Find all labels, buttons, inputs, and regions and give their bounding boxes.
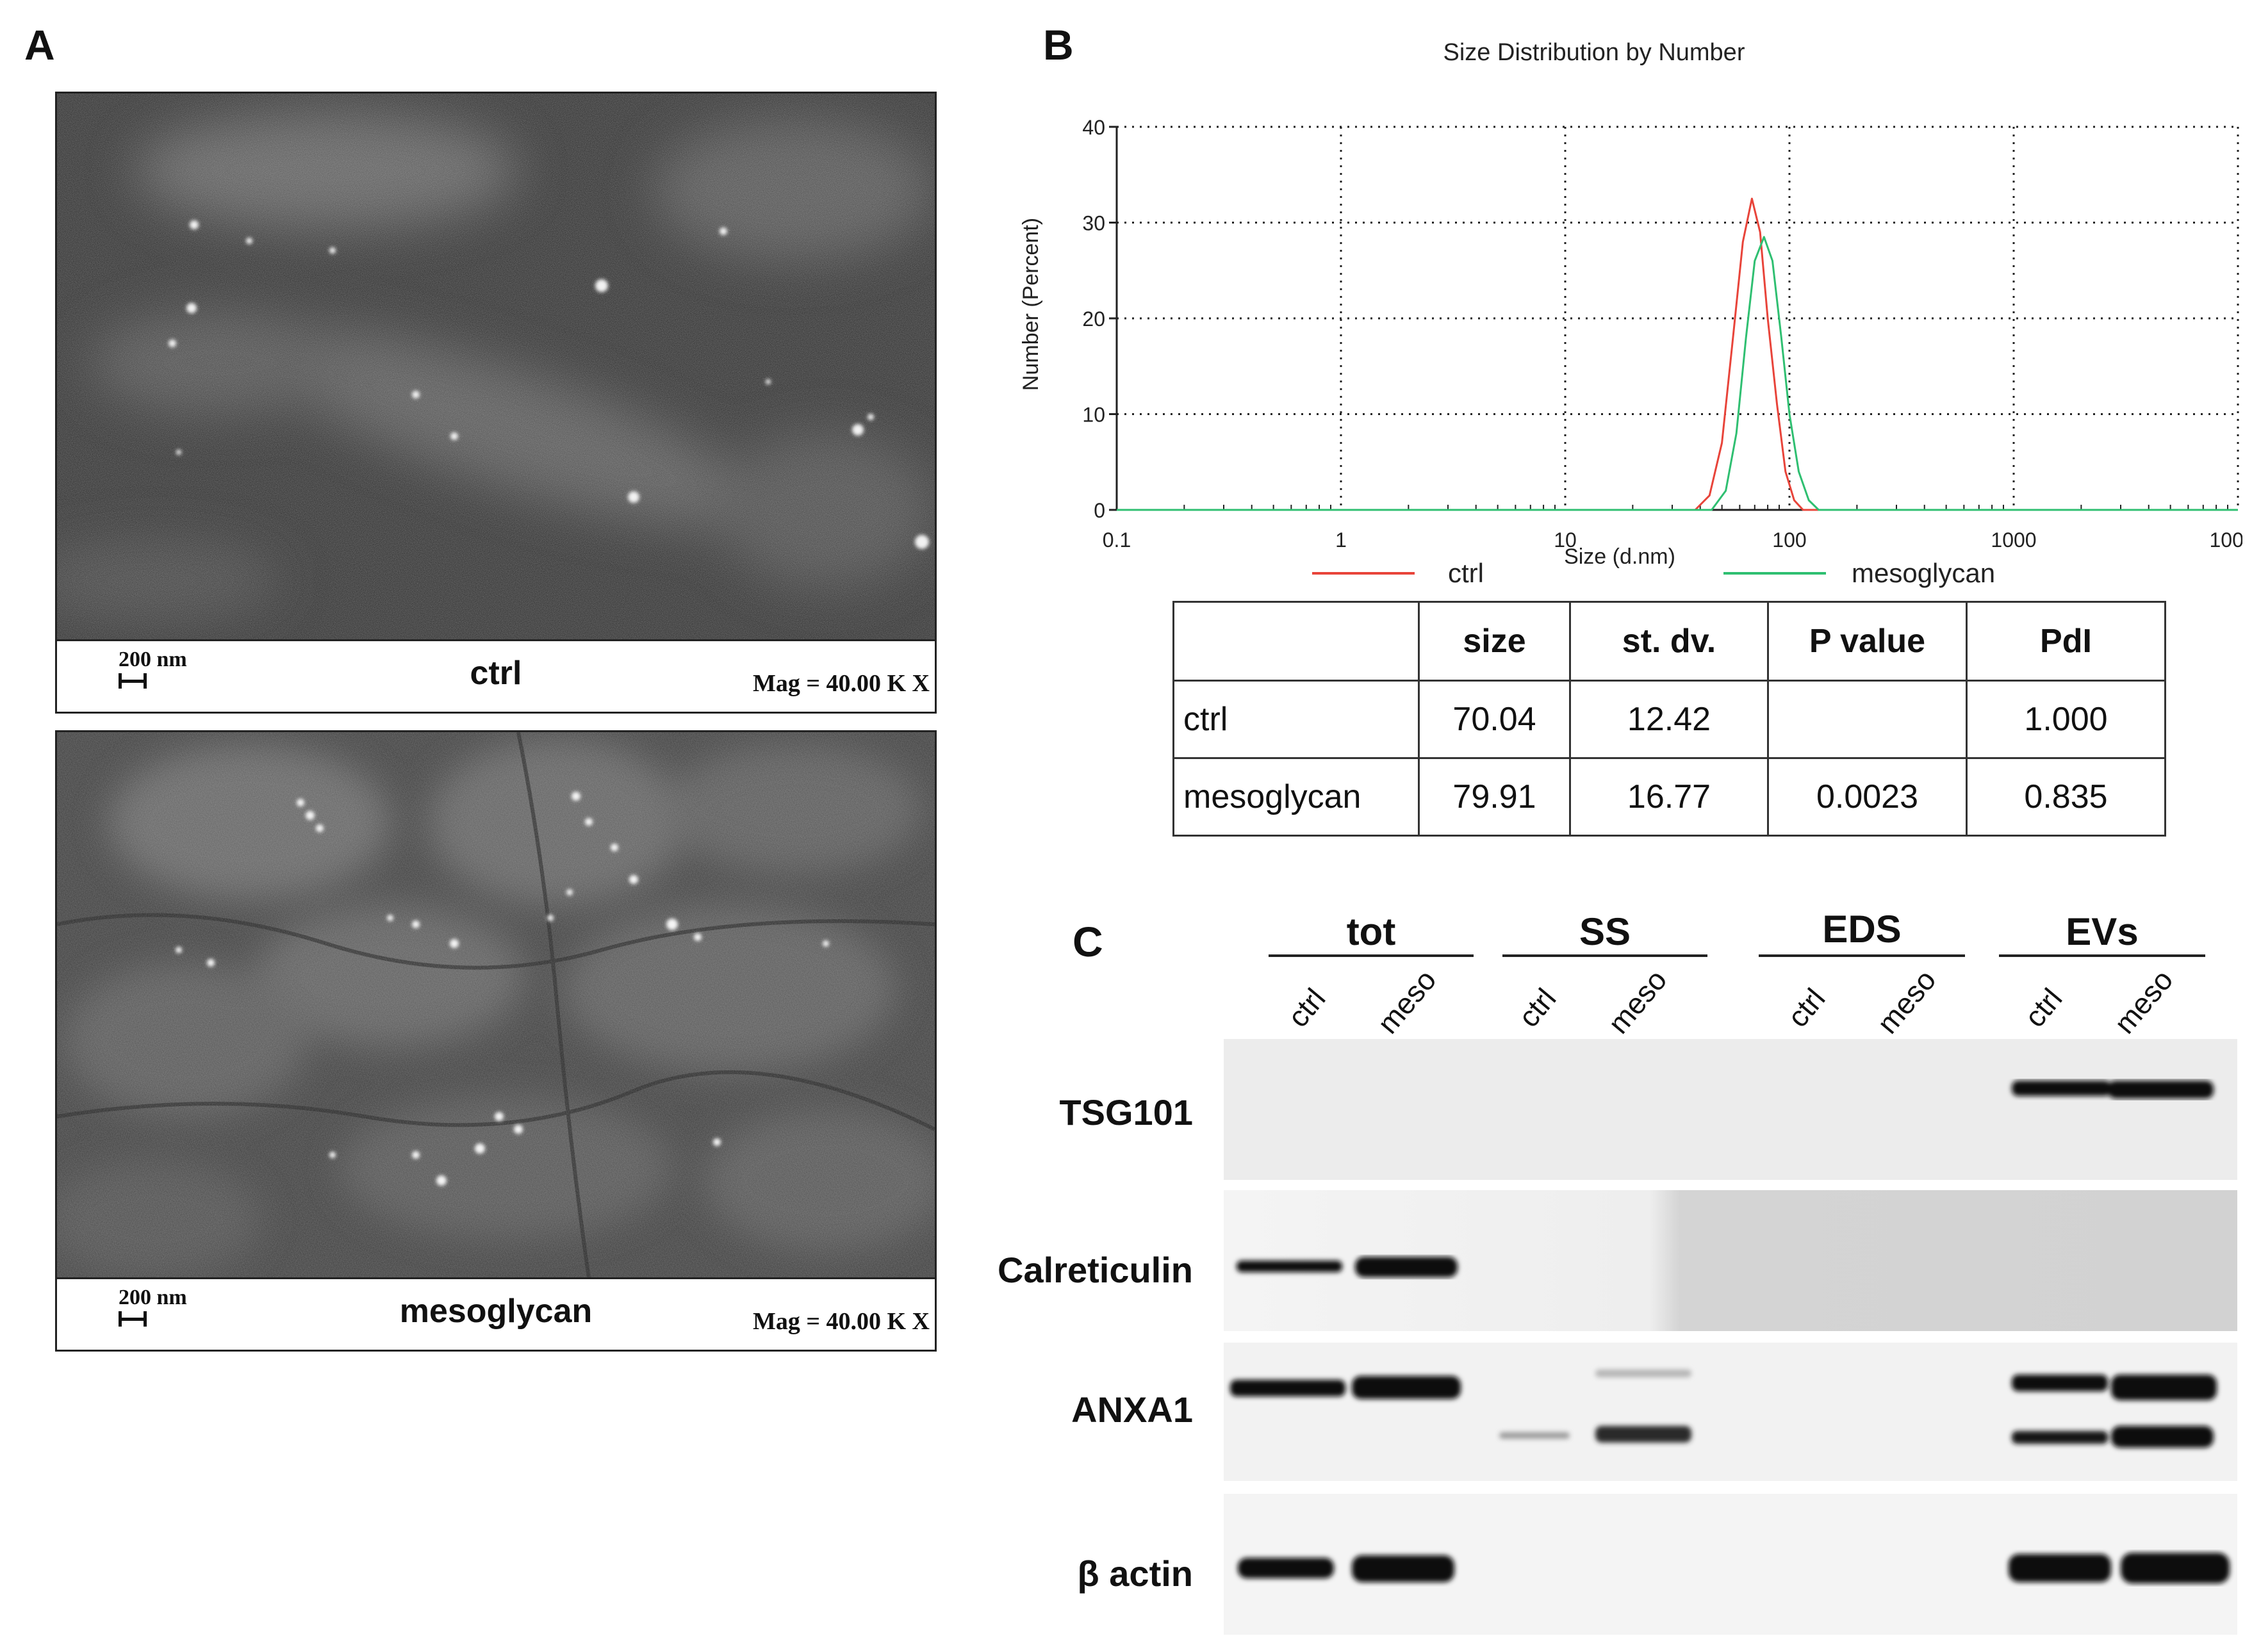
table-header-cell: size bbox=[1418, 601, 1571, 682]
blot-strip-beta-actin bbox=[1224, 1494, 2237, 1635]
y-tick-label: 20 bbox=[1082, 307, 1105, 331]
x-tick-label: 0.1 bbox=[1103, 528, 1131, 552]
chart-title: Size Distribution by Number bbox=[1443, 39, 1745, 66]
table-header-cell: PdI bbox=[1966, 601, 2166, 682]
table-cell: 0.835 bbox=[1966, 757, 2166, 837]
series-line-ctrl bbox=[1117, 197, 2238, 511]
group-underline bbox=[1999, 954, 2205, 957]
blot-strip-calreticulin bbox=[1224, 1190, 2237, 1331]
blot-strip-anxa1 bbox=[1224, 1343, 2237, 1481]
group-underline bbox=[1502, 954, 1707, 957]
table-header-cell: P value bbox=[1767, 601, 1968, 682]
blot-strip-tsg101 bbox=[1224, 1039, 2237, 1180]
lane-label: ctrl bbox=[1511, 981, 1563, 1034]
panel-letter-c: C bbox=[1073, 918, 1103, 965]
lane-label: meso bbox=[2107, 963, 2180, 1040]
sem-image-mesoglycan: 200 nm mesoglycan Mag = 40.00 K X bbox=[55, 730, 937, 1352]
sem-micrograph-ctrl bbox=[57, 94, 935, 639]
sem-label-mesoglycan: mesoglycan bbox=[399, 1293, 593, 1330]
group-header-tot: tot bbox=[1346, 910, 1396, 953]
sem-image-ctrl: 200 nm ctrl Mag = 40.00 K X bbox=[55, 92, 937, 714]
scale-bar-label: 200 nm bbox=[119, 648, 187, 671]
sem-label-ctrl: ctrl bbox=[470, 655, 522, 692]
table-cell: ctrl bbox=[1172, 680, 1420, 759]
group-header-ss: SS bbox=[1579, 910, 1631, 953]
table-cell: 12.42 bbox=[1569, 680, 1769, 759]
sem-micrograph-mesoglycan bbox=[57, 732, 935, 1278]
y-tick-label: 40 bbox=[1082, 116, 1105, 139]
series-line-mesoglycan bbox=[1117, 236, 2238, 511]
table-cell: 79.91 bbox=[1418, 757, 1571, 837]
y-axis-label: Number (Percent) bbox=[1019, 218, 1043, 391]
y-tick-label: 0 bbox=[1094, 499, 1105, 522]
lane-label: meso bbox=[1601, 963, 1673, 1040]
protein-label-anxa1: ANXA1 bbox=[1071, 1389, 1193, 1430]
magnification-label: Mag = 40.00 K X bbox=[752, 670, 930, 697]
table-cell: mesoglycan bbox=[1172, 757, 1420, 837]
scale-bar-icon bbox=[119, 673, 147, 689]
table-cell: 16.77 bbox=[1569, 757, 1769, 837]
table-cell: 70.04 bbox=[1418, 680, 1571, 759]
panel-letter-b: B bbox=[1043, 21, 1074, 69]
lane-label: meso bbox=[1370, 963, 1443, 1040]
protein-label-beta-actin: β actin bbox=[1077, 1553, 1193, 1594]
protein-label-calreticulin: Calreticulin bbox=[998, 1250, 1193, 1290]
table-cell: 0.0023 bbox=[1767, 757, 1968, 837]
table-row: mesoglycan 79.91 16.77 0.0023 0.835 bbox=[1172, 757, 2166, 837]
table-cell bbox=[1767, 680, 1968, 759]
sem-caption-mesoglycan: 200 nm mesoglycan Mag = 40.00 K X bbox=[57, 1277, 935, 1350]
y-tick-label: 30 bbox=[1082, 212, 1105, 235]
group-underline bbox=[1269, 954, 1474, 957]
scale-bar-label: 200 nm bbox=[119, 1286, 187, 1309]
x-tick-label: 10 bbox=[1554, 528, 1577, 552]
legend-label: ctrl bbox=[1448, 558, 1484, 588]
x-tick-label: 100 bbox=[1772, 528, 1806, 552]
group-header-evs: EVs bbox=[2066, 910, 2139, 953]
table-cell: 1.000 bbox=[1966, 680, 2166, 759]
size-distribution-chart: Size Distribution by Number 0.1 1 10 100 100… bbox=[1019, 39, 2242, 588]
table-header-row: size st. dv. P value PdI bbox=[1172, 601, 2166, 682]
table-header-cell bbox=[1172, 601, 1420, 682]
x-tick-label: 1 bbox=[1335, 528, 1347, 552]
sem-caption-ctrl: 200 nm ctrl Mag = 40.00 K X bbox=[57, 639, 935, 712]
x-tick-label: 10000 bbox=[2210, 528, 2242, 552]
lane-label: ctrl bbox=[1780, 981, 1832, 1034]
lane-label: meso bbox=[1870, 963, 1943, 1040]
protein-label-tsg101: TSG101 bbox=[1059, 1092, 1193, 1133]
x-tick-label: 1000 bbox=[1991, 528, 2036, 552]
lane-label: ctrl bbox=[2018, 981, 2069, 1034]
table-header-cell: st. dv. bbox=[1569, 601, 1769, 682]
group-underline bbox=[1759, 954, 1965, 957]
x-axis-label: Size (d.nm) bbox=[1564, 544, 1675, 569]
y-tick-label: 10 bbox=[1082, 404, 1105, 427]
scale-bar-icon bbox=[119, 1311, 147, 1327]
magnification-label: Mag = 40.00 K X bbox=[752, 1308, 930, 1335]
table-row: ctrl 70.04 12.42 1.000 bbox=[1172, 680, 2166, 759]
group-header-eds: EDS bbox=[1822, 908, 1902, 951]
legend-label: mesoglycan bbox=[1852, 558, 1995, 588]
dls-results-table: size st. dv. P value PdI ctrl 70.04 12.4… bbox=[1172, 601, 2166, 837]
lane-label: ctrl bbox=[1281, 981, 1332, 1034]
panel-letter-a: A bbox=[24, 21, 55, 69]
